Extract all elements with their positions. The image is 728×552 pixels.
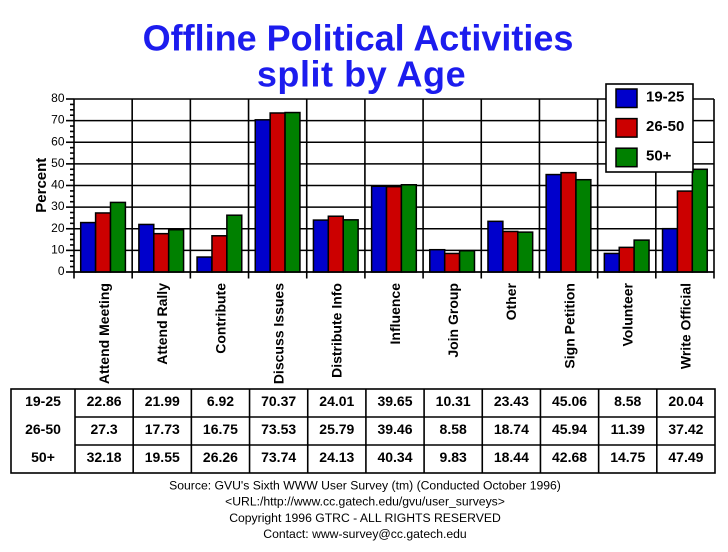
svg-text:45.94: 45.94 (552, 421, 587, 437)
svg-text:6.92: 6.92 (207, 393, 234, 409)
svg-text:32.18: 32.18 (87, 449, 122, 465)
svg-text:40: 40 (51, 178, 65, 192)
svg-text:8.58: 8.58 (614, 393, 641, 409)
svg-text:Distribute Info: Distribute Info (329, 283, 345, 378)
svg-text:24.13: 24.13 (319, 449, 354, 465)
svg-text:26.26: 26.26 (203, 449, 238, 465)
svg-text:Discuss Issues: Discuss Issues (270, 283, 286, 384)
svg-text:26-50: 26-50 (646, 118, 684, 135)
svg-text:10.31: 10.31 (436, 393, 471, 409)
svg-text:Volunteer: Volunteer (620, 282, 636, 346)
svg-text:9.83: 9.83 (440, 449, 467, 465)
svg-text:39.65: 39.65 (377, 393, 412, 409)
svg-text:Contribute: Contribute (212, 283, 228, 354)
svg-text:40.34: 40.34 (377, 449, 412, 465)
svg-text:19-25: 19-25 (646, 88, 684, 105)
svg-text:21.99: 21.99 (145, 393, 180, 409)
svg-text:20: 20 (51, 221, 65, 235)
svg-text:73.74: 73.74 (261, 449, 296, 465)
svg-text:18.44: 18.44 (494, 449, 529, 465)
svg-text:Contact: www-survey@cc.gatech.: Contact: www-survey@cc.gatech.edu (263, 527, 466, 541)
svg-text:50+: 50+ (31, 449, 55, 465)
svg-text:47.49: 47.49 (668, 449, 703, 465)
svg-text:37.42: 37.42 (668, 421, 703, 437)
svg-text:23.43: 23.43 (494, 393, 529, 409)
svg-text:Percent: Percent (33, 158, 50, 213)
svg-text:25.79: 25.79 (319, 421, 354, 437)
svg-text:split by Age: split by Age (257, 54, 466, 95)
svg-text:73.53: 73.53 (261, 421, 296, 437)
svg-text:Influence: Influence (387, 283, 403, 345)
svg-text:Write Official: Write Official (678, 283, 694, 369)
svg-text:Copyright 1996 GTRC - ALL RIGH: Copyright 1996 GTRC - ALL RIGHTS RESERVE… (229, 511, 501, 525)
svg-text:Sign Petition: Sign Petition (561, 283, 577, 369)
svg-text:50+: 50+ (646, 148, 672, 165)
svg-text:24.01: 24.01 (319, 393, 354, 409)
svg-text:Source: GVU's Sixth WWW User S: Source: GVU's Sixth WWW User Survey (tm)… (169, 478, 561, 492)
svg-text:70: 70 (51, 113, 65, 127)
svg-text:10: 10 (51, 242, 65, 256)
svg-text:0: 0 (58, 264, 65, 278)
svg-text:20.04: 20.04 (668, 393, 703, 409)
svg-text:42.68: 42.68 (552, 449, 587, 465)
svg-text:45.06: 45.06 (552, 393, 587, 409)
svg-text:16.75: 16.75 (203, 421, 238, 437)
svg-text:Offline Political Activities: Offline Political Activities (143, 18, 574, 59)
svg-text:19.55: 19.55 (145, 449, 180, 465)
svg-text:19-25: 19-25 (25, 393, 61, 409)
svg-text:60: 60 (51, 134, 65, 148)
svg-text:70.37: 70.37 (261, 393, 296, 409)
svg-text:8.58: 8.58 (440, 421, 467, 437)
svg-text:18.74: 18.74 (494, 421, 529, 437)
svg-text:80: 80 (51, 91, 65, 105)
svg-text:39.46: 39.46 (377, 421, 412, 437)
svg-text:50: 50 (51, 156, 65, 170)
svg-text:17.73: 17.73 (145, 421, 180, 437)
svg-text:Join Group: Join Group (445, 283, 461, 358)
svg-text:22.86: 22.86 (87, 393, 122, 409)
svg-text:Attend Rally: Attend Rally (154, 283, 170, 365)
svg-text:14.75: 14.75 (610, 449, 645, 465)
svg-text:<URL:/http://www.cc.gatech.edu: <URL:/http://www.cc.gatech.edu/gvu/user_… (225, 495, 505, 509)
svg-text:Attend Meeting: Attend Meeting (96, 283, 112, 384)
svg-text:27.3: 27.3 (90, 421, 117, 437)
svg-text:Other: Other (503, 282, 519, 320)
svg-text:26-50: 26-50 (25, 421, 61, 437)
svg-text:30: 30 (51, 199, 65, 213)
svg-text:11.39: 11.39 (611, 421, 645, 437)
